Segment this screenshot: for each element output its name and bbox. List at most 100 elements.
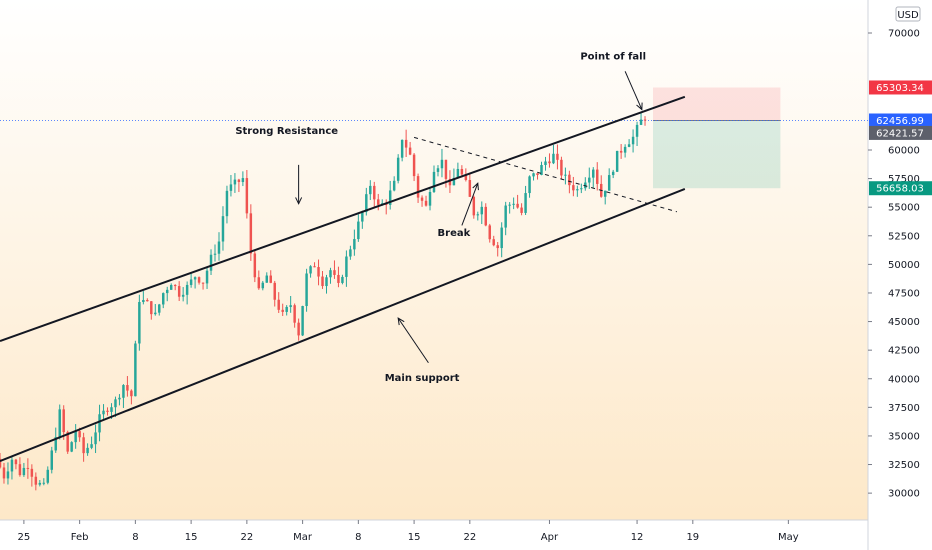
candle (540, 161, 543, 176)
candle (345, 250, 348, 287)
y-tick-label: 30000 (888, 489, 920, 500)
candle (237, 178, 241, 193)
annotation-arrow (397, 317, 429, 364)
annotation-arrow (295, 164, 303, 205)
price-tag-value: 56658.03 (876, 184, 924, 195)
candle (58, 404, 61, 440)
candle (492, 235, 495, 247)
candle (173, 284, 177, 291)
trendline-resistance[interactable] (0, 95, 686, 342)
trendline-falling[interactable] (413, 136, 678, 213)
candle (404, 129, 408, 157)
y-tick-label: 35000 (888, 431, 920, 442)
candle (568, 170, 571, 194)
candle (30, 464, 34, 487)
candle (245, 170, 249, 219)
candle (468, 172, 472, 198)
candle (74, 424, 77, 449)
candle (592, 167, 595, 188)
price-tag-value: 62421.57 (876, 128, 924, 139)
candle (396, 154, 400, 184)
x-tick-label: 12 (631, 532, 644, 543)
candle (353, 229, 356, 256)
y-tick-label: 57500 (888, 174, 920, 185)
candle (524, 185, 527, 216)
candle (504, 201, 507, 236)
candle (38, 480, 42, 487)
candle (611, 169, 615, 179)
y-tick-label: 50000 (888, 260, 920, 271)
candle (6, 462, 10, 485)
y-tick-label: 45000 (888, 317, 920, 328)
currency-badge[interactable]: USD (895, 6, 921, 22)
x-tick-label: 25 (18, 532, 31, 543)
candle (532, 172, 535, 181)
candle (572, 176, 575, 197)
candle (536, 173, 539, 180)
candle (325, 274, 328, 294)
candle (134, 340, 137, 397)
y-tick-label: 47500 (888, 288, 920, 299)
candle (596, 162, 599, 191)
candle (631, 129, 635, 153)
stop-loss-zone[interactable] (652, 87, 781, 121)
candle (122, 384, 125, 408)
price-tag[interactable]: 56658.03 (869, 181, 932, 196)
candle (528, 175, 531, 198)
take-profit-zone[interactable] (652, 120, 781, 189)
candle (329, 267, 332, 284)
candle (197, 276, 201, 285)
candle (10, 456, 14, 480)
candle (114, 396, 117, 418)
y-tick-label: 60000 (888, 146, 920, 157)
candle (150, 301, 153, 320)
candle (337, 266, 340, 288)
candle (138, 294, 141, 351)
candle (556, 144, 559, 170)
candle (588, 167, 591, 189)
candle (229, 174, 233, 197)
candle (118, 394, 121, 406)
y-tick-label: 40000 (888, 374, 920, 385)
candle (98, 404, 101, 442)
candle (181, 287, 185, 302)
price-tag[interactable]: 65303.34 (869, 80, 932, 95)
candle (476, 211, 480, 221)
candle (305, 268, 308, 312)
candle (373, 181, 376, 208)
candle (14, 458, 18, 470)
candle (185, 281, 189, 305)
candle (424, 195, 428, 207)
candle (623, 144, 627, 158)
candle (205, 266, 209, 289)
candle (480, 201, 484, 225)
candle (106, 407, 109, 416)
candle (400, 139, 404, 162)
candle (165, 286, 169, 302)
x-tick-label: Feb (71, 532, 89, 543)
candle (333, 260, 336, 279)
x-tick-label: 22 (240, 532, 253, 543)
candle (146, 298, 149, 302)
candle (241, 171, 245, 187)
candle (301, 305, 304, 337)
candle (412, 153, 416, 182)
candle (615, 150, 619, 173)
candle (50, 446, 53, 474)
candle (432, 165, 436, 193)
y-tick-label: 32500 (888, 460, 920, 471)
trendline-support[interactable] (0, 187, 686, 463)
candle (635, 121, 639, 146)
candle (472, 195, 476, 219)
price-tag-value: 65303.34 (876, 83, 924, 94)
candle (452, 168, 456, 186)
price-tag[interactable]: 62421.57 (869, 125, 932, 140)
candle (217, 232, 221, 261)
candle (321, 271, 324, 289)
candle (361, 210, 364, 229)
candle (46, 466, 50, 485)
candle (309, 265, 312, 278)
candle (253, 249, 257, 283)
candle (265, 272, 269, 283)
